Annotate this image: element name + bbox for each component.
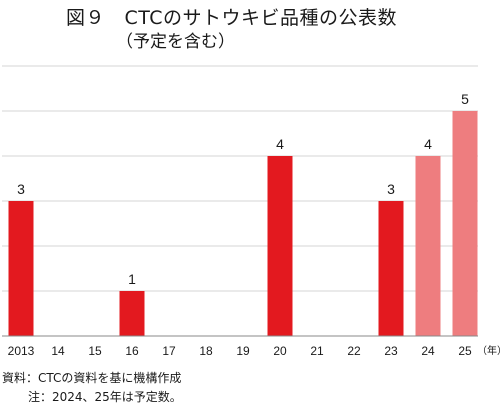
title-block: 図９ CTCのサトウキビ品種の公表数 （予定を含む）	[66, 6, 496, 53]
x-tick-label: 22	[347, 344, 361, 358]
planned-note: 注：2024、25年は予定数。	[28, 390, 182, 404]
bars	[8, 111, 478, 336]
data-labels: 3 1 4 3 4 5	[17, 91, 469, 287]
x-tick-label: 14	[51, 344, 65, 358]
gridlines	[2, 65, 478, 292]
data-label-16: 1	[128, 271, 136, 287]
footnotes: 資料：CTCの資料を基に機構作成 注：2024、25年は予定数。	[2, 369, 182, 407]
bar-24	[415, 156, 441, 336]
x-tick-label: 25	[458, 344, 472, 358]
bar-23	[378, 201, 404, 336]
x-tick-labels: 2013 14 15 16 17 18 19 20 21 22 23 24 25	[8, 344, 472, 358]
data-label-25: 5	[461, 91, 469, 107]
bar-16	[119, 291, 145, 336]
bar-20	[267, 156, 293, 336]
data-label-24: 4	[424, 136, 432, 152]
x-tick-label: 21	[310, 344, 324, 358]
source-note: 資料：CTCの資料を基に機構作成	[2, 371, 182, 385]
x-tick-label: 15	[88, 344, 102, 358]
data-label-23: 3	[387, 181, 395, 197]
x-axis-unit-label: （年）	[477, 344, 500, 357]
chart-title: 図９ CTCのサトウキビ品種の公表数	[66, 7, 398, 29]
bar-25	[452, 111, 478, 336]
data-label-20: 4	[276, 136, 284, 152]
x-tick-label: 19	[236, 344, 250, 358]
data-label-2013: 3	[17, 181, 25, 197]
chart-subtitle: （予定を含む）	[116, 32, 235, 52]
bar-2013	[8, 201, 34, 336]
x-tick-label: 2013	[8, 344, 35, 358]
x-tick-label: 20	[273, 344, 287, 358]
x-tick-label: 17	[162, 344, 176, 358]
x-tick-label: 23	[384, 344, 398, 358]
x-tick-label: 18	[199, 344, 213, 358]
x-tick-label: 24	[421, 344, 435, 358]
x-tick-label: 16	[125, 344, 139, 358]
